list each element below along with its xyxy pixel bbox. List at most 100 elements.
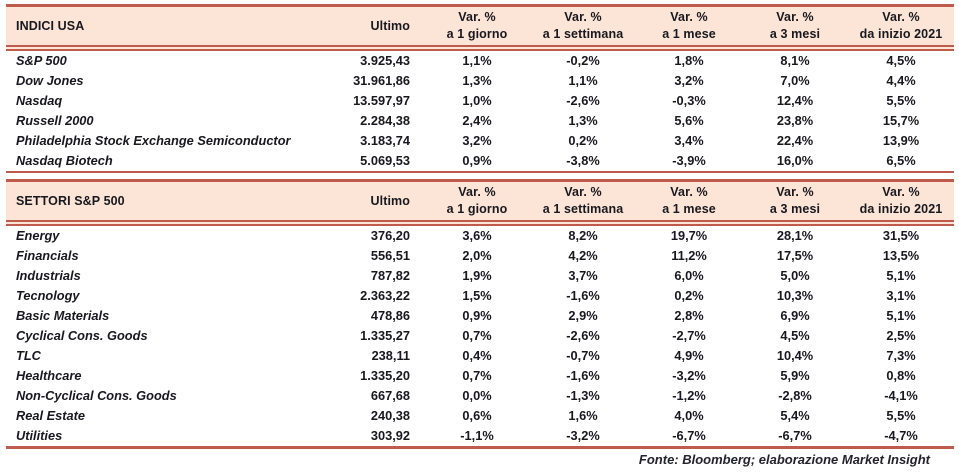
row-var-4: 5,5% <box>886 408 916 423</box>
row-var-1: 8,2% <box>568 228 598 243</box>
row-var-0: 0,9% <box>462 153 492 168</box>
row-var-0: 0,7% <box>462 328 492 343</box>
row-ultimo: 5.069,53 <box>360 153 410 168</box>
row-name: Industrials <box>16 268 81 283</box>
row-name: Basic Materials <box>16 308 110 323</box>
row-var-3: 8,1% <box>780 53 810 68</box>
row-ultimo: 1.335,27 <box>360 328 410 343</box>
row-ultimo: 478,86 <box>370 308 410 323</box>
row-var-4: 2,5% <box>886 328 916 343</box>
period-label: da inizio 2021 <box>859 27 943 41</box>
column-header-var-1-giorno: Var. % a 1 giorno <box>424 184 530 218</box>
row-var-4: 31,5% <box>882 228 920 243</box>
row-name: TLC <box>16 348 41 363</box>
row-var-4: 5,1% <box>886 268 916 283</box>
column-header-var-inizio-2021: Var. % da inizio 2021 <box>848 184 954 218</box>
row-var-3: -2,8% <box>778 388 812 403</box>
row-ultimo: 3.183,74 <box>360 133 410 148</box>
period-label: a 1 settimana <box>542 202 624 216</box>
table-row: Non-Cyclical Cons. Goods 667,68 0,0% -1,3% -… <box>6 386 954 406</box>
row-name: Healthcare <box>16 368 82 383</box>
var-pct-label: Var. % <box>670 185 708 199</box>
column-header-var-1-settimana: Var. % a 1 settimana <box>530 184 636 218</box>
row-var-1: -3,2% <box>566 428 600 443</box>
row-var-4: 5,5% <box>886 93 916 108</box>
row-var-2: -0,3% <box>672 93 706 108</box>
row-var-4: -4,1% <box>884 388 918 403</box>
row-var-1: -1,6% <box>566 368 600 383</box>
row-var-4: 3,1% <box>886 288 916 303</box>
row-var-3: -6,7% <box>778 428 812 443</box>
row-ultimo: 787,82 <box>370 268 410 283</box>
row-var-4: 7,3% <box>886 348 916 363</box>
row-var-0: -1,1% <box>460 428 494 443</box>
row-var-1: -1,3% <box>566 388 600 403</box>
period-label: da inizio 2021 <box>859 202 943 216</box>
var-pct-label: Var. % <box>564 185 602 199</box>
column-header-var-1-settimana: Var. % a 1 settimana <box>530 9 636 43</box>
row-var-2: -3,9% <box>672 153 706 168</box>
table-header-indici-usa: INDICI USA Ultimo Var. % a 1 giorno Var.… <box>6 4 954 51</box>
row-var-3: 22,4% <box>776 133 814 148</box>
section-title: SETTORI S&P 500 <box>16 193 125 208</box>
row-var-3: 5,4% <box>780 408 810 423</box>
row-ultimo: 376,20 <box>370 228 410 243</box>
row-name: Cyclical Cons. Goods <box>16 328 148 343</box>
row-var-2: 2,8% <box>674 308 704 323</box>
row-var-1: 0,2% <box>568 133 598 148</box>
row-name: Utilities <box>16 428 63 443</box>
row-var-1: 1,6% <box>568 408 598 423</box>
row-var-2: -6,7% <box>672 428 706 443</box>
row-var-3: 16,0% <box>776 153 814 168</box>
row-var-1: -2,6% <box>566 93 600 108</box>
row-var-2: 1,8% <box>674 53 704 68</box>
row-var-0: 2,4% <box>462 113 492 128</box>
row-name: Philadelphia Stock Exchange Semiconducto… <box>16 133 291 148</box>
period-label: a 1 settimana <box>542 27 624 41</box>
row-var-2: 0,2% <box>674 288 704 303</box>
row-ultimo: 667,68 <box>370 388 410 403</box>
column-header-var-1-mese: Var. % a 1 mese <box>636 9 742 43</box>
row-ultimo: 13.597,97 <box>353 93 410 108</box>
table-row: Tecnology 2.363,22 1,5% -1,6% 0,2% 10,3% 3,1% <box>6 286 954 306</box>
row-var-4: 5,1% <box>886 308 916 323</box>
table-row: Financials 556,51 2,0% 4,2% 11,2% 17,5% 13,5% <box>6 246 954 266</box>
row-var-0: 1,3% <box>462 73 492 88</box>
period-label: a 3 mesi <box>769 27 821 41</box>
row-var-0: 1,5% <box>462 288 492 303</box>
period-label: a 1 giorno <box>446 202 508 216</box>
section-indici-usa: INDICI USA Ultimo Var. % a 1 giorno Var.… <box>6 4 954 173</box>
row-var-3: 6,9% <box>780 308 810 323</box>
table-row: Nasdaq 13.597,97 1,0% -2,6% -0,3% 12,4% 5,5% <box>6 91 954 111</box>
row-var-0: 1,9% <box>462 268 492 283</box>
row-name: Russell 2000 <box>16 113 94 128</box>
row-var-4: 6,5% <box>886 153 916 168</box>
period-label: a 3 mesi <box>769 202 821 216</box>
table-row: Real Estate 240,38 0,6% 1,6% 4,0% 5,4% 5,5% <box>6 406 954 426</box>
row-var-0: 0,0% <box>462 388 492 403</box>
row-var-1: -0,7% <box>566 348 600 363</box>
section-title: INDICI USA <box>16 18 85 33</box>
row-var-0: 3,6% <box>462 228 492 243</box>
row-var-1: -2,6% <box>566 328 600 343</box>
var-pct-label: Var. % <box>776 185 814 199</box>
row-var-3: 10,4% <box>776 348 814 363</box>
row-var-1: 3,7% <box>568 268 598 283</box>
column-header-var-1-mese: Var. % a 1 mese <box>636 184 742 218</box>
table-row: TLC 238,11 0,4% -0,7% 4,9% 10,4% 7,3% <box>6 346 954 366</box>
row-var-4: 4,5% <box>886 53 916 68</box>
var-pct-label: Var. % <box>458 10 496 24</box>
column-header-ultimo: Ultimo <box>370 193 410 208</box>
row-var-2: 11,2% <box>671 248 707 263</box>
var-pct-label: Var. % <box>882 10 920 24</box>
table-row: Basic Materials 478,86 0,9% 2,9% 2,8% 6,9% 5,1… <box>6 306 954 326</box>
source-note: Fonte: Bloomberg; elaborazione Market In… <box>638 452 930 467</box>
row-name: Dow Jones <box>16 73 84 88</box>
table-row: Utilities 303,92 -1,1% -3,2% -6,7% -6,7% -4,7% <box>6 426 954 446</box>
row-var-1: -3,8% <box>566 153 600 168</box>
row-var-1: 1,1% <box>568 73 598 88</box>
table-header-settori-sp500: SETTORI S&P 500 Ultimo Var. % a 1 giorno… <box>6 179 954 226</box>
table-row: Russell 2000 2.284,38 2,4% 1,3% 5,6% 23,8% 15,… <box>6 111 954 131</box>
table-row: Nasdaq Biotech 5.069,53 0,9% -3,8% -3,9% 16,0… <box>6 151 954 171</box>
row-ultimo: 556,51 <box>370 248 410 263</box>
